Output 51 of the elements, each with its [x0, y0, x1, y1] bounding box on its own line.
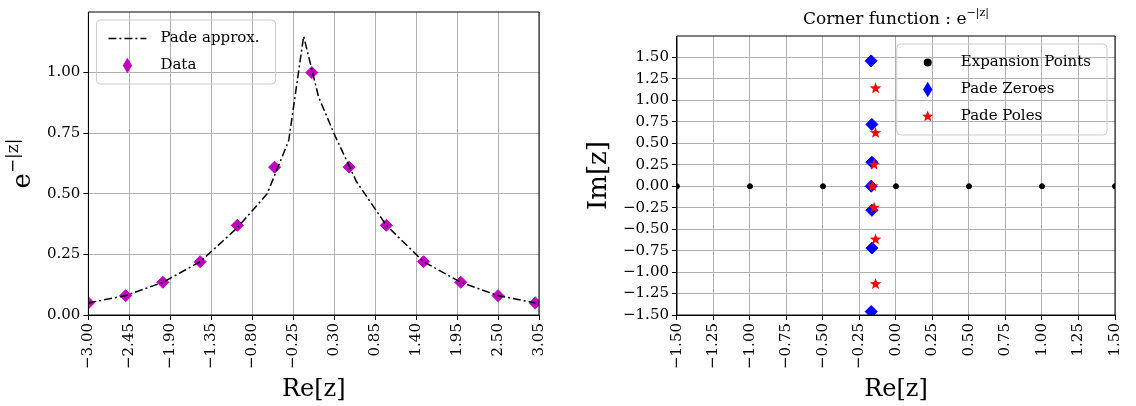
x-tick-label: 0.00 [885, 323, 904, 357]
y-tick-label: −0.75 [623, 240, 669, 259]
y-axis-title: Im[z] [582, 141, 612, 210]
y-tick-label: 0.50 [46, 183, 81, 202]
y-tick-label: 0.25 [635, 154, 669, 173]
x-tick-label: −0.80 [242, 323, 261, 369]
y-tick-label: 1.25 [635, 68, 669, 87]
y-tick-label: 0.50 [635, 133, 669, 152]
legend-label: Data [160, 55, 197, 74]
x-axis-title: Re[z] [864, 374, 928, 402]
x-tick-label: 0.50 [958, 323, 977, 357]
x-tick-label: 1.40 [406, 323, 424, 357]
y-tick-label: −0.25 [623, 197, 669, 216]
legend-label: Pade Poles [960, 106, 1043, 125]
y-tick-label: −1.50 [623, 304, 669, 323]
x-tick-label: −0.25 [283, 323, 302, 369]
y-tick-label: −1.25 [623, 283, 669, 302]
x-tick-label: 0.25 [922, 323, 941, 357]
y-tick-label: 0.75 [46, 123, 81, 142]
x-tick-label: −1.25 [703, 323, 722, 369]
legend-label: Expansion Points [960, 52, 1092, 71]
x-tick-label: −2.45 [119, 323, 138, 369]
y-tick-label: 1.00 [46, 62, 81, 81]
y-tick-label: −0.50 [623, 219, 669, 238]
x-tick-label: 1.95 [446, 323, 465, 357]
x-tick-label: 1.00 [1031, 323, 1050, 357]
x-tick-label: 1.25 [1068, 323, 1087, 357]
x-tick-label: 0.85 [365, 323, 384, 357]
legend-label: Pade Zeroes [960, 79, 1055, 98]
x-tick-label: −3.00 [78, 323, 97, 369]
y-tick-label: 0.75 [635, 111, 669, 130]
legend-label: Pade approx. [160, 28, 260, 47]
x-tick-label: −0.75 [776, 323, 795, 369]
x-tick-label: −0.25 [849, 323, 868, 369]
x-tick-label: −0.50 [812, 323, 831, 369]
x-tick-label: −1.00 [739, 323, 758, 369]
x-tick-label: −1.90 [160, 323, 179, 369]
x-tick-label: 0.30 [324, 323, 343, 357]
x-tick-label: 2.50 [487, 323, 506, 357]
y-tick-label: 1.00 [635, 90, 669, 109]
x-tick-label: 1.50 [1104, 323, 1123, 357]
x-axis-title: Re[z] [281, 374, 346, 402]
x-tick-label: 3.05 [528, 323, 547, 357]
y-tick-label: 1.50 [635, 47, 669, 66]
y-axis-title: e−|z| [2, 138, 36, 189]
y-tick-label: 0.00 [46, 304, 81, 323]
x-tick-label: 0.75 [995, 323, 1014, 357]
y-tick-label: −1.00 [623, 262, 669, 280]
y-tick-label: 0.00 [635, 176, 669, 195]
x-tick-label: −1.35 [201, 323, 220, 369]
y-tick-label: 0.25 [46, 244, 81, 263]
